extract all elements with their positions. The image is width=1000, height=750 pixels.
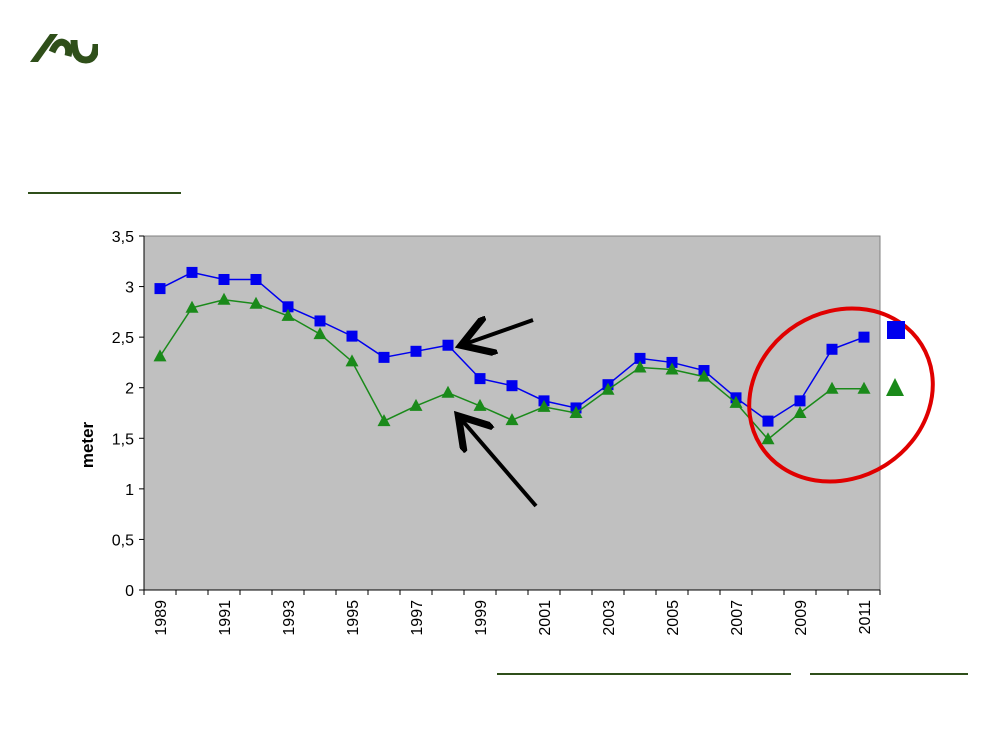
data-point-triangle [569, 406, 583, 418]
y-tick-label: 1,5 [112, 431, 134, 448]
x-axis: 1989 1991 1993 1995 1997 1999 2001 2003 2005 2007… [143, 589, 881, 636]
legend-marker-square [887, 321, 905, 339]
y-tick-label: 2,5 [112, 330, 134, 347]
x-tick-label: 1991 [217, 600, 234, 636]
y-tick-label: 3 [125, 280, 134, 297]
data-point-triangle [697, 369, 711, 382]
x-tick-label: 2005 [665, 600, 682, 636]
data-point-square [474, 373, 486, 385]
data-point-triangle [761, 432, 775, 445]
annotation-arrow-lower [461, 419, 538, 508]
data-point-triangle [505, 413, 519, 426]
x-tick-label: 2009 [793, 600, 810, 636]
data-point-triangle [313, 327, 327, 340]
data-point-triangle [825, 381, 839, 394]
legend [886, 321, 905, 396]
y-tick-label: 3,5 [112, 229, 134, 246]
series-triangle [153, 292, 871, 445]
data-point-square [666, 356, 678, 368]
footer-rule-left [497, 673, 791, 675]
data-point-triangle [345, 354, 359, 367]
data-point-triangle [857, 381, 871, 394]
x-tick-label: 1995 [345, 600, 362, 636]
data-point-triangle [281, 308, 295, 321]
data-point-square [282, 301, 294, 313]
data-point-square [378, 351, 390, 363]
data-point-square [506, 380, 518, 392]
data-point-square [154, 283, 166, 295]
data-point-triangle [409, 398, 423, 411]
data-point-triangle [185, 300, 199, 313]
data-point-square [410, 345, 422, 357]
plot-area [143, 235, 881, 591]
y-axis: 0 0,5 1 1,5 2 2,5 3 3,5 [112, 229, 145, 600]
data-point-triangle [729, 395, 743, 408]
data-point-square [826, 343, 838, 355]
footer-rule-right [810, 673, 968, 675]
data-point-triangle [441, 385, 455, 398]
data-point-triangle [377, 414, 391, 427]
y-axis-title: meter [78, 421, 97, 468]
data-point-triangle [537, 399, 551, 412]
data-point-triangle [473, 398, 487, 411]
data-point-triangle [793, 406, 807, 418]
annotation-arrow-upper [465, 320, 534, 344]
y-tick-label: 0 [125, 583, 134, 600]
x-tick-label: 2011 [857, 600, 874, 635]
data-point-triangle [665, 362, 679, 375]
x-tick-label: 1993 [281, 600, 298, 636]
data-point-triangle [249, 296, 263, 309]
x-tick-label: 2003 [601, 600, 618, 636]
data-point-square [218, 273, 230, 285]
data-point-square [858, 331, 870, 343]
data-point-triangle [153, 349, 167, 362]
data-point-square [634, 352, 646, 364]
y-tick-label: 2 [125, 381, 134, 398]
data-point-square [314, 315, 326, 327]
data-point-square [442, 339, 454, 351]
data-point-square [250, 273, 262, 285]
y-tick-label: 1 [125, 482, 134, 499]
x-tick-label: 1997 [409, 600, 426, 636]
x-tick-label: 1989 [153, 600, 170, 636]
data-point-triangle [601, 382, 615, 395]
data-point-square [186, 266, 198, 278]
university-logo-icon [30, 34, 98, 64]
data-point-square [794, 395, 806, 407]
x-tick-label: 2007 [729, 600, 746, 636]
data-point-triangle [633, 360, 647, 373]
header-rule [28, 192, 181, 194]
y-tick-label: 0,5 [112, 532, 134, 549]
data-point-triangle [217, 292, 231, 305]
data-point-square [762, 415, 774, 427]
data-point-square [346, 330, 358, 342]
x-tick-label: 2001 [537, 600, 554, 636]
x-tick-label: 1999 [473, 600, 490, 636]
annotation-ellipse [747, 306, 935, 484]
legend-marker-triangle [886, 378, 904, 396]
